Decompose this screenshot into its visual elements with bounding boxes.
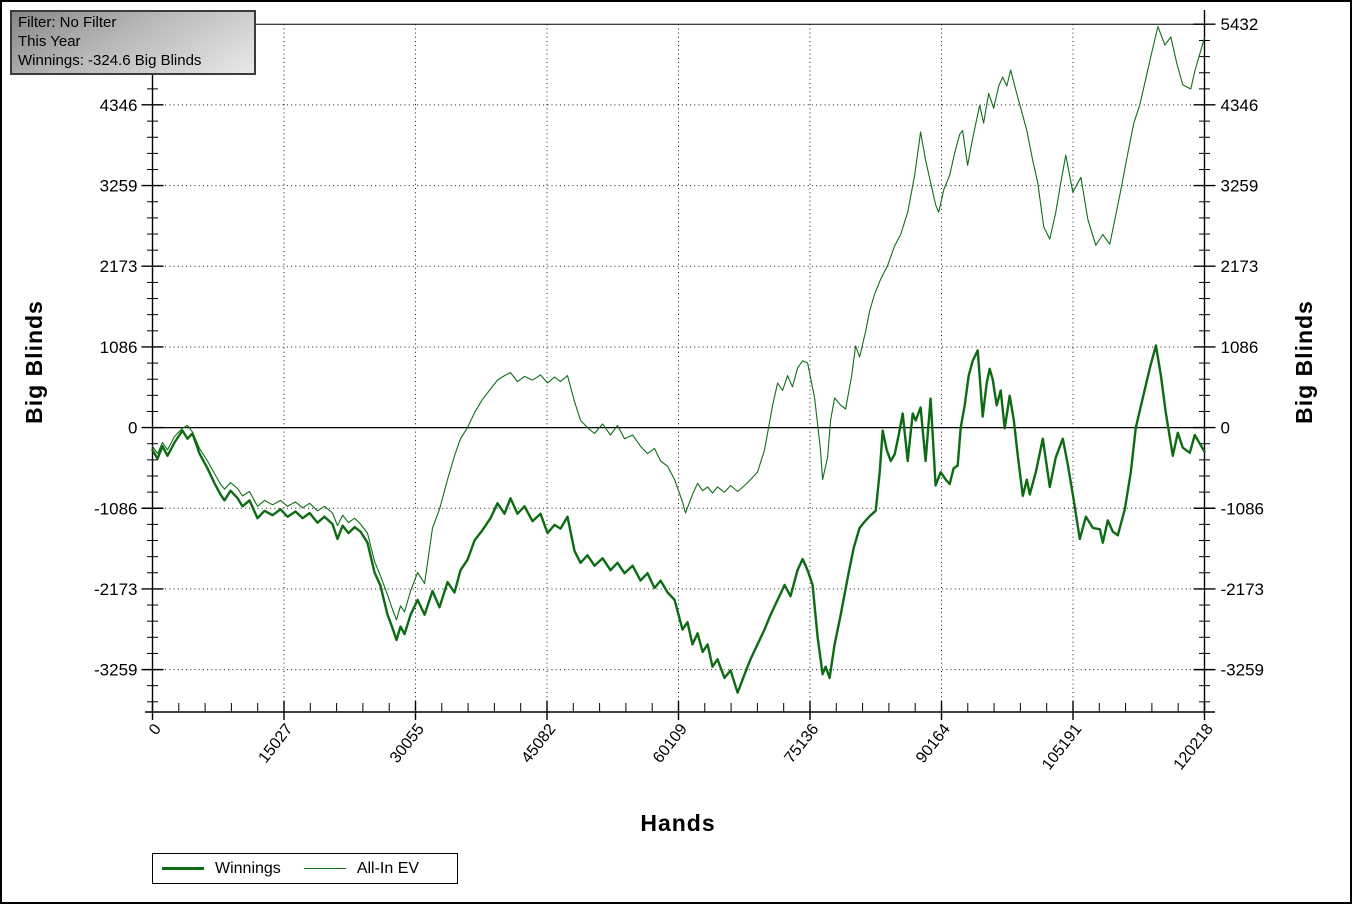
y-tick-label-left: 4346 — [100, 96, 138, 115]
filter-info-box: Filter: No Filter This Year Winnings: -3… — [10, 10, 256, 75]
filter-info-line1: Filter: No Filter — [18, 14, 117, 31]
y-tick-label-right: 2173 — [1221, 257, 1259, 276]
winnings-line-swatch — [162, 867, 204, 870]
axes — [145, 10, 1215, 713]
y-tick-label-right: 3259 — [1221, 177, 1259, 196]
legend-item-winnings[interactable]: Winnings — [153, 860, 295, 878]
y-tick-label-left: -2173 — [94, 580, 137, 599]
y-tick-label-right: -1086 — [1221, 499, 1264, 518]
series-lines — [151, 26, 1206, 694]
x-tick-label: 105191 — [1039, 721, 1085, 774]
x-tick-label: 120218 — [1171, 721, 1217, 774]
y-tick-label-right: 4346 — [1221, 96, 1259, 115]
y-tick-label-right: -3259 — [1221, 661, 1264, 680]
y-tick-label-right: 1086 — [1221, 338, 1259, 357]
y-tick-label-right: 5432 — [1221, 15, 1259, 34]
legend-label-allin-ev: All-In EV — [356, 859, 420, 877]
y-axis-title-left: Big Blinds — [21, 300, 47, 424]
x-tick-label: 15027 — [256, 721, 297, 767]
x-tick-label: 90164 — [913, 721, 954, 767]
x-tick-label: 45082 — [519, 721, 560, 767]
y-tick-label-left: -3259 — [94, 661, 137, 680]
y-tick-label-left: -1086 — [94, 499, 137, 518]
y-tick-label-left: 1086 — [100, 338, 138, 357]
x-tick-label: 60109 — [650, 721, 691, 767]
x-axis-title: Hands — [640, 810, 716, 836]
legend-box: Winnings All-In EV — [152, 853, 458, 884]
y-tick-label-right: -2173 — [1221, 580, 1264, 599]
x-tick-label: 75136 — [782, 721, 823, 767]
gridlines — [152, 23, 1205, 712]
x-tick-label: 0 — [146, 721, 165, 739]
y-tick-label-right: 0 — [1221, 419, 1230, 438]
legend-label-winnings: Winnings — [215, 859, 281, 877]
filter-info-line3: Winnings: -324.6 Big Blinds — [18, 52, 202, 69]
winnings-series-line — [151, 344, 1206, 694]
filter-info-line2: This Year — [18, 33, 81, 50]
y-tick-label-left: 3259 — [100, 177, 138, 196]
allin-ev-line-swatch — [303, 868, 346, 869]
y-tick-label-left: 0 — [128, 419, 137, 438]
y-tick-label-left: 2173 — [100, 257, 138, 276]
tick-marks — [141, 23, 1216, 720]
legend-item-allin-ev[interactable]: All-In EV — [295, 860, 433, 878]
all-in-ev-series-line — [151, 26, 1206, 621]
x-tick-label: 30055 — [387, 721, 428, 767]
y-axis-title-right: Big Blinds — [1291, 300, 1317, 424]
